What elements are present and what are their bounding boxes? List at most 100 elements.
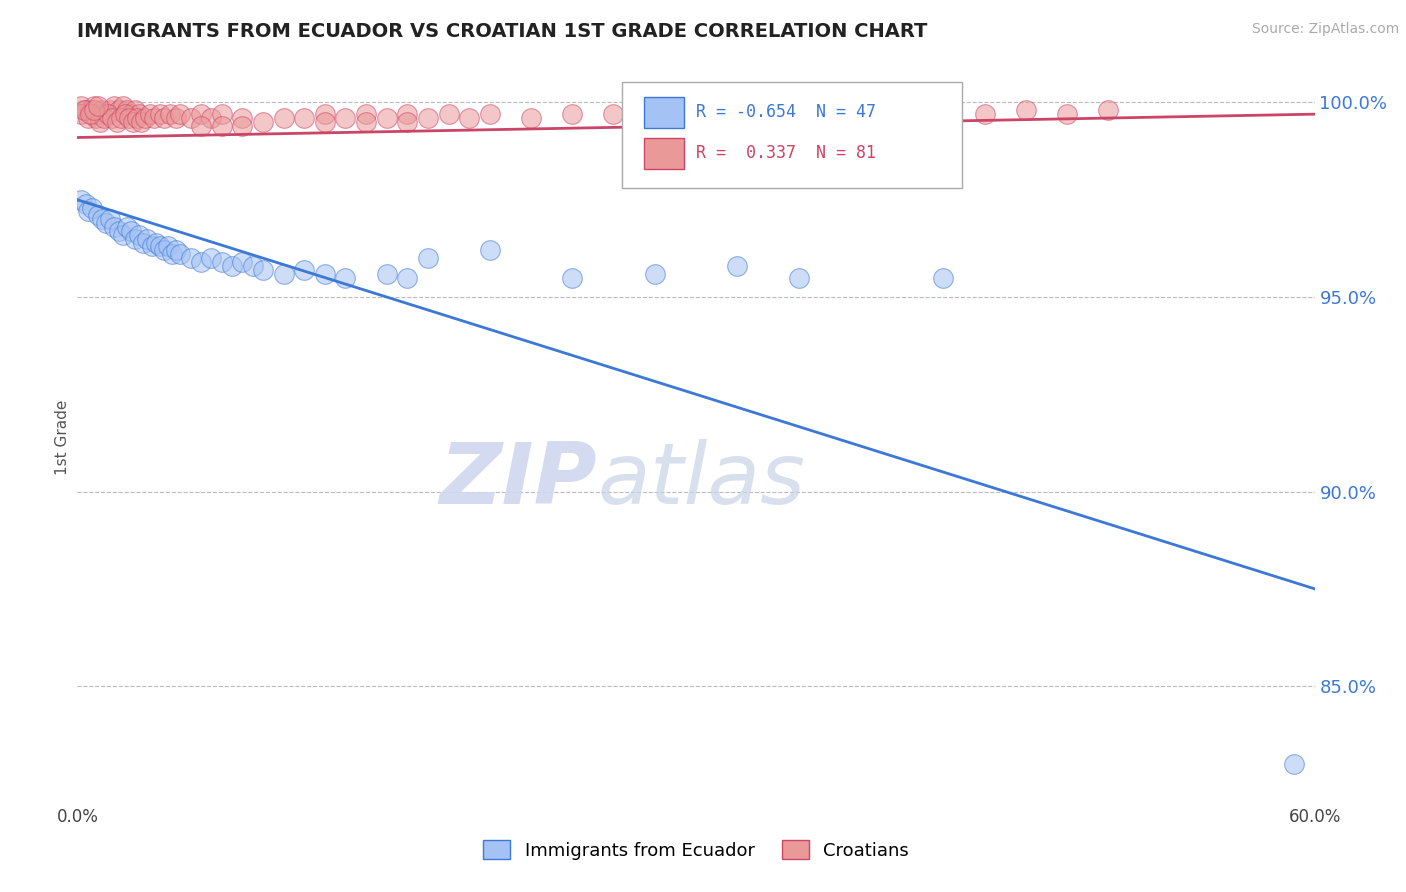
Point [87, 107, 110, 121]
Point [891, 103, 914, 118]
Point [103, 219, 125, 234]
Point [211, 107, 233, 121]
Point [124, 103, 146, 118]
Point [416, 111, 439, 125]
Point [273, 111, 295, 125]
Point [79, 107, 101, 121]
Point [80, 107, 103, 121]
Point [101, 111, 124, 125]
Point [725, 259, 748, 273]
Point [120, 107, 142, 121]
Text: ZIP: ZIP [439, 440, 598, 523]
Point [98, 103, 121, 118]
Point [200, 111, 222, 125]
Point [70, 99, 93, 113]
Point [725, 103, 748, 118]
Point [169, 107, 191, 121]
Point [76, 204, 98, 219]
Point [107, 224, 129, 238]
Point [153, 244, 176, 258]
Point [314, 267, 336, 281]
Point [292, 262, 315, 277]
Point [932, 103, 955, 118]
Point [849, 107, 872, 121]
Point [128, 107, 150, 121]
Point [644, 103, 666, 118]
Point [165, 111, 187, 125]
Point [644, 267, 666, 281]
Point [149, 239, 172, 253]
Point [96, 107, 118, 121]
Point [190, 107, 212, 121]
Point [685, 107, 707, 121]
Point [252, 262, 274, 277]
Point [211, 255, 233, 269]
Point [160, 247, 183, 261]
Point [314, 107, 336, 121]
Point [111, 227, 134, 242]
Point [561, 107, 583, 121]
Point [1282, 756, 1305, 771]
Point [787, 270, 810, 285]
Point [83, 103, 105, 118]
Point [478, 244, 501, 258]
Point [83, 99, 105, 113]
Point [80, 201, 103, 215]
Point [124, 232, 146, 246]
Point [122, 115, 145, 129]
Point [292, 111, 315, 125]
Point [93, 111, 115, 125]
Point [79, 103, 101, 118]
Point [141, 239, 163, 253]
Text: atlas: atlas [598, 440, 806, 523]
Point [231, 111, 253, 125]
Point [252, 115, 274, 129]
Point [89, 115, 111, 129]
Legend: Immigrants from Ecuador, Croatians: Immigrants from Ecuador, Croatians [475, 833, 917, 867]
Point [159, 107, 181, 121]
Point [211, 119, 233, 133]
Point [314, 115, 336, 129]
Y-axis label: 1st Grade: 1st Grade [55, 400, 70, 475]
Point [91, 103, 114, 118]
Point [190, 255, 212, 269]
Point [70, 107, 93, 121]
Point [87, 208, 110, 222]
Point [145, 235, 167, 250]
Point [396, 270, 419, 285]
Point [84, 111, 107, 125]
Point [103, 99, 125, 113]
Point [153, 111, 176, 125]
Point [149, 107, 172, 121]
Point [561, 270, 583, 285]
Point [335, 270, 357, 285]
Point [114, 107, 136, 121]
Point [1097, 103, 1119, 118]
Point [242, 259, 264, 273]
Bar [644, 138, 683, 169]
Point [129, 115, 152, 129]
Point [602, 107, 624, 121]
Point [127, 111, 149, 125]
Point [396, 107, 419, 121]
Point [768, 107, 790, 121]
Point [128, 227, 150, 242]
Point [75, 103, 97, 118]
Point [932, 270, 955, 285]
Point [520, 111, 543, 125]
Point [138, 107, 160, 121]
Point [142, 111, 165, 125]
Point [180, 251, 202, 265]
Bar [644, 97, 683, 128]
Point [231, 255, 253, 269]
Point [96, 216, 118, 230]
Point [118, 111, 141, 125]
Point [231, 119, 253, 133]
Point [97, 107, 120, 121]
Point [375, 111, 398, 125]
Point [87, 99, 110, 113]
Point [157, 239, 180, 253]
Point [416, 251, 439, 265]
Point [478, 107, 501, 121]
Point [110, 111, 132, 125]
